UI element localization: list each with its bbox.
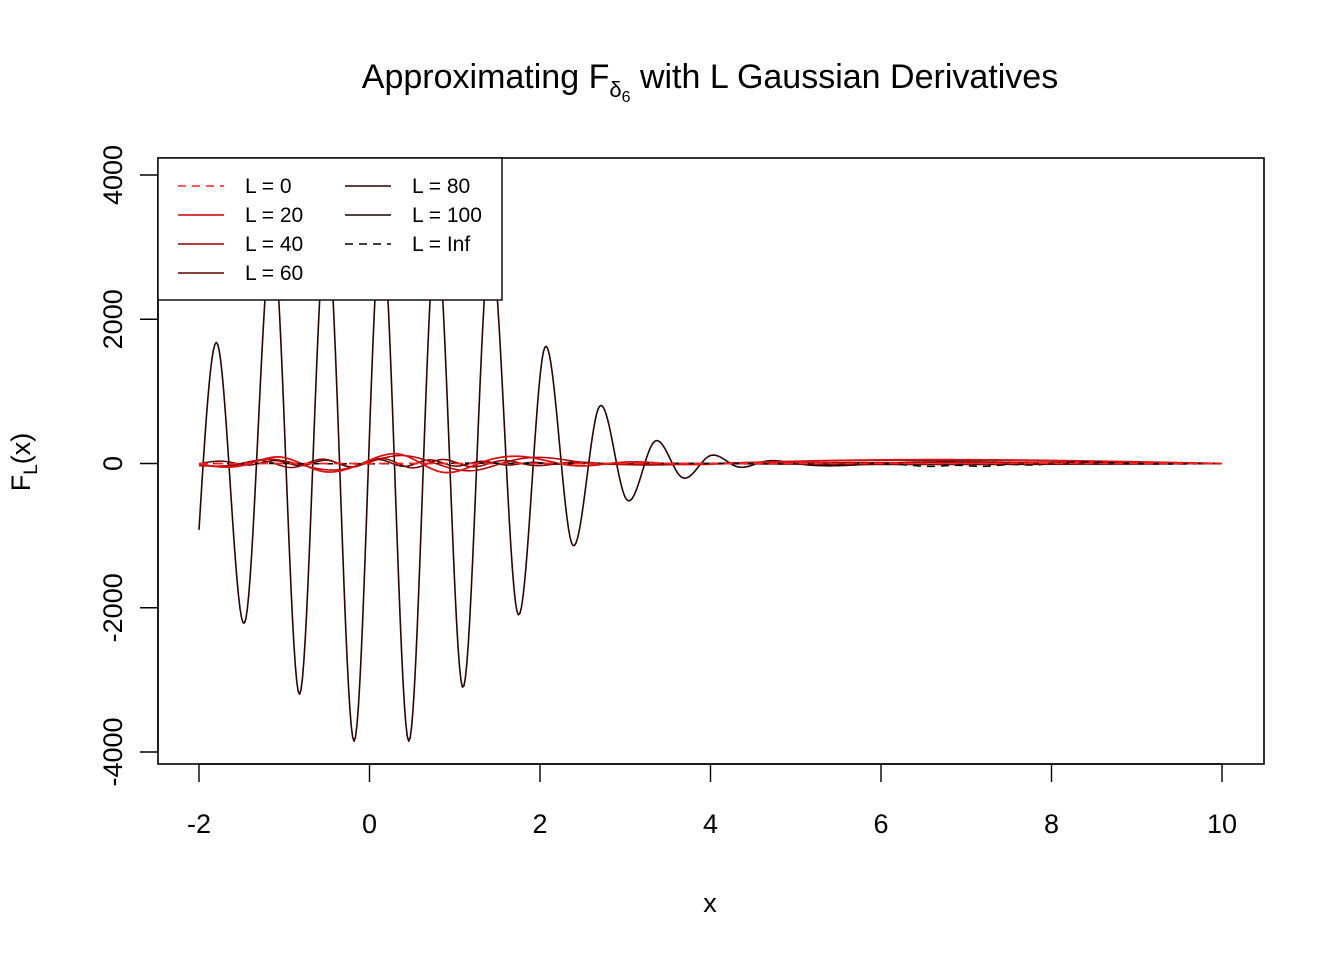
legend-label: L = 60 xyxy=(245,262,303,285)
legend-label: L = 80 xyxy=(412,175,470,198)
chart-title-suffix: with L Gaussian Derivatives xyxy=(631,58,1059,96)
y-axis-label-arg: (x) xyxy=(6,433,36,464)
legend-label: L = 40 xyxy=(245,233,303,256)
y-tick-label: -4000 xyxy=(98,717,128,786)
x-tick-label: 2 xyxy=(532,809,547,839)
x-tick-label: 6 xyxy=(873,809,888,839)
legend: L = 0 L = 20 L = 40 L = 60 L = 80 L = 100 L = … xyxy=(157,157,503,301)
y-axis: -4000 -2000 0 2000 4000 xyxy=(98,145,159,787)
y-tick-label: 2000 xyxy=(98,289,128,349)
x-tick-label: -2 xyxy=(187,809,211,839)
x-tick-label: 0 xyxy=(362,809,377,839)
y-tick-label: -2000 xyxy=(98,573,128,642)
x-axis: -2 0 2 4 6 8 10 xyxy=(187,763,1237,839)
legend-label: L = 100 xyxy=(412,204,482,227)
x-tick-label: 8 xyxy=(1044,809,1059,839)
y-axis-label: FL(x) xyxy=(6,433,42,492)
legend-label: L = 20 xyxy=(245,204,303,227)
y-axis-label-sub: L xyxy=(21,464,42,475)
chart-title: Approximating Fδ6 with L Gaussian Deriva… xyxy=(362,58,1058,106)
series-line-l-20 xyxy=(198,452,1223,474)
series-layer xyxy=(198,224,1223,742)
legend-label: L = Inf xyxy=(412,233,470,256)
legend-label: L = 0 xyxy=(245,175,292,198)
y-axis-label-base: F xyxy=(6,475,36,492)
chart-title-subsub: 6 xyxy=(622,89,631,106)
legend-box xyxy=(157,157,503,301)
y-tick-label: 0 xyxy=(98,456,128,471)
chart-title-sub: δ xyxy=(609,77,621,102)
series-line-l-100 xyxy=(198,224,1223,742)
x-tick-label: 4 xyxy=(703,809,718,839)
y-tick-label: 4000 xyxy=(98,145,128,205)
chart-title-prefix: Approximating F xyxy=(362,58,610,96)
x-axis-label: x xyxy=(703,888,717,918)
x-tick-label: 10 xyxy=(1207,809,1237,839)
